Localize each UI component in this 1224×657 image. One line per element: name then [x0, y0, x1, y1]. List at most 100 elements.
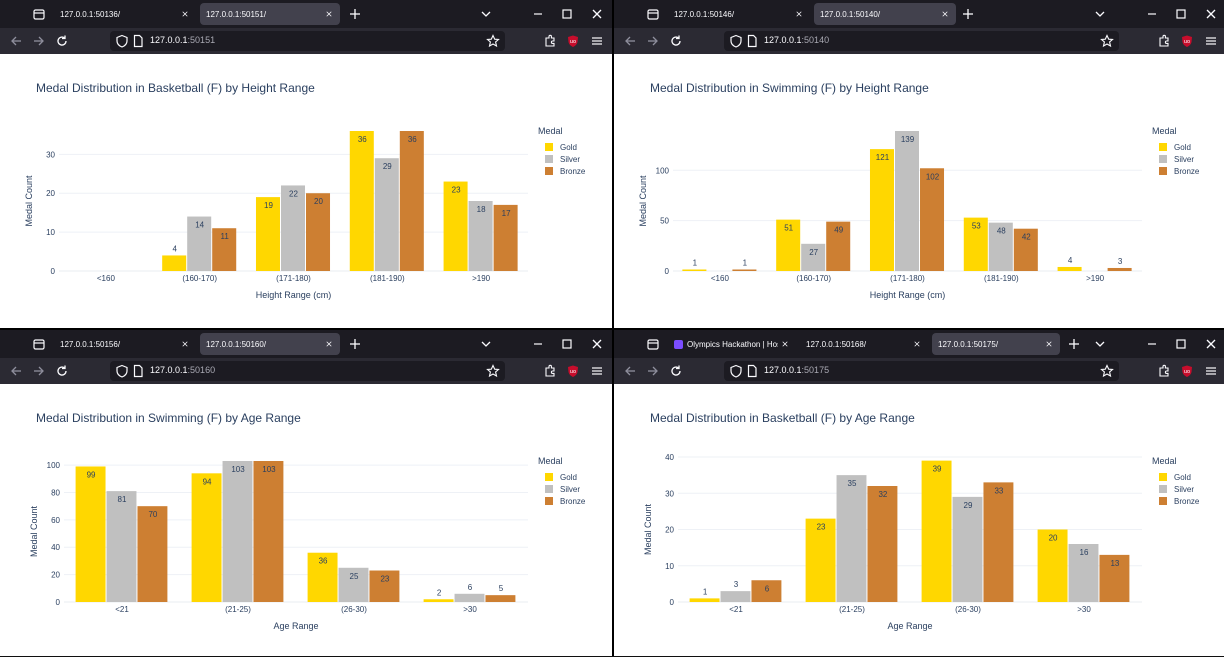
legend-swatch — [545, 155, 553, 163]
ublock-icon[interactable]: uo — [1179, 33, 1195, 49]
minimize-icon[interactable] — [1144, 6, 1160, 22]
reload-icon[interactable] — [668, 33, 684, 49]
extensions-icon[interactable] — [1156, 363, 1172, 379]
nav-bar: 127.0.0.1:50151 uo — [0, 28, 612, 54]
star-icon[interactable] — [485, 33, 501, 49]
url-port: :50175 — [801, 365, 830, 375]
forward-icon[interactable] — [645, 363, 661, 379]
tab-list-icon[interactable] — [645, 6, 661, 22]
y-tick-label: 20 — [51, 571, 60, 580]
tab-2[interactable]: 127.0.0.1:50175/ — [932, 333, 1060, 355]
chevron-down-icon[interactable] — [1092, 6, 1108, 22]
close-icon[interactable] — [322, 337, 336, 351]
shield-icon[interactable] — [114, 363, 130, 379]
tab-list-icon[interactable] — [31, 336, 47, 352]
ublock-icon[interactable]: uo — [1179, 363, 1195, 379]
data-label: 35 — [848, 479, 857, 488]
tab-list-icon[interactable] — [645, 336, 661, 352]
maximize-icon[interactable] — [1173, 6, 1189, 22]
url-bar[interactable]: 127.0.0.1:50140 — [724, 31, 1119, 51]
plus-icon[interactable] — [347, 6, 363, 22]
chevron-down-icon[interactable] — [478, 6, 494, 22]
menu-icon[interactable] — [1203, 363, 1219, 379]
menu-icon[interactable] — [1203, 33, 1219, 49]
tab-0[interactable]: 127.0.0.1:50156/ — [54, 333, 196, 355]
data-label: 11 — [221, 232, 230, 241]
close-icon[interactable] — [589, 6, 605, 22]
forward-icon[interactable] — [645, 33, 661, 49]
url-bar[interactable]: 127.0.0.1:50160 — [110, 361, 505, 381]
close-icon[interactable] — [938, 7, 952, 21]
back-icon[interactable] — [622, 33, 638, 49]
chevron-down-icon[interactable] — [478, 336, 494, 352]
close-icon[interactable] — [589, 336, 605, 352]
tab-1[interactable]: 127.0.0.1:50151/ — [200, 3, 340, 25]
bar-chart: 0 20 40 60 80 100 <21 99 81 70 (21-25) 94 103 103 (26-… — [29, 456, 586, 631]
close-icon[interactable] — [178, 7, 192, 21]
data-label: 29 — [964, 501, 973, 510]
tab-0[interactable]: 127.0.0.1:50146/ — [668, 3, 810, 25]
ublock-icon[interactable]: uo — [565, 33, 581, 49]
maximize-icon[interactable] — [1173, 336, 1189, 352]
url-host: 127.0.0.1 — [764, 365, 802, 375]
ublock-icon[interactable]: uo — [565, 363, 581, 379]
star-icon[interactable] — [1099, 33, 1115, 49]
reload-icon[interactable] — [54, 33, 70, 49]
forward-icon[interactable] — [31, 33, 47, 49]
close-icon[interactable] — [178, 337, 192, 351]
maximize-icon[interactable] — [559, 6, 575, 22]
minimize-icon[interactable] — [530, 336, 546, 352]
close-icon[interactable] — [1203, 336, 1219, 352]
star-icon[interactable] — [1099, 363, 1115, 379]
extensions-icon[interactable] — [1156, 33, 1172, 49]
close-icon[interactable] — [1042, 337, 1056, 351]
close-icon[interactable] — [792, 7, 806, 21]
bar-gold — [423, 599, 454, 602]
extensions-icon[interactable] — [542, 33, 558, 49]
tab-0[interactable]: Olympics Hackathon | Host — [668, 333, 796, 355]
plus-icon[interactable] — [1066, 336, 1082, 352]
menu-icon[interactable] — [589, 363, 605, 379]
back-icon[interactable] — [8, 33, 24, 49]
maximize-icon[interactable] — [559, 336, 575, 352]
tab-1[interactable]: 127.0.0.1:50160/ — [200, 333, 340, 355]
tab-0[interactable]: 127.0.0.1:50136/ — [54, 3, 196, 25]
close-icon[interactable] — [322, 7, 336, 21]
chevron-down-icon[interactable] — [1092, 336, 1108, 352]
url-bar[interactable]: 127.0.0.1:50175 — [724, 361, 1119, 381]
bar-bronze — [920, 168, 945, 271]
back-icon[interactable] — [622, 363, 638, 379]
back-icon[interactable] — [8, 363, 24, 379]
shield-icon[interactable] — [728, 33, 744, 49]
close-icon[interactable] — [1203, 6, 1219, 22]
forward-icon[interactable] — [31, 363, 47, 379]
x-tick-label: (21-25) — [839, 605, 865, 614]
bar-gold — [1037, 529, 1068, 602]
extensions-icon[interactable] — [542, 363, 558, 379]
tab-list-icon[interactable] — [31, 6, 47, 22]
star-icon[interactable] — [485, 363, 501, 379]
reload-icon[interactable] — [54, 363, 70, 379]
menu-icon[interactable] — [589, 33, 605, 49]
bar-bronze — [1013, 228, 1038, 271]
data-label: 36 — [358, 135, 367, 144]
close-icon[interactable] — [910, 337, 924, 351]
tab-1[interactable]: 127.0.0.1:50140/ — [814, 3, 956, 25]
minimize-icon[interactable] — [530, 6, 546, 22]
shield-icon[interactable] — [728, 363, 744, 379]
plus-icon[interactable] — [347, 336, 363, 352]
close-icon[interactable] — [778, 337, 792, 351]
plus-icon[interactable] — [960, 6, 976, 22]
reload-icon[interactable] — [668, 363, 684, 379]
page-content: Medal Distribution in Swimming (F) by Ag… — [0, 384, 612, 656]
minimize-icon[interactable] — [1144, 336, 1160, 352]
tab-1[interactable]: 127.0.0.1:50168/ — [800, 333, 928, 355]
tab-title: 127.0.0.1:50168/ — [806, 339, 867, 349]
data-label: 6 — [765, 584, 770, 593]
shield-icon[interactable] — [114, 33, 130, 49]
browser-window-bottom-right: Olympics Hackathon | Host 127.0.0.1:50168… — [612, 328, 1224, 656]
y-tick-label: 0 — [56, 598, 61, 607]
y-axis-title: Medal Count — [643, 503, 653, 555]
url-bar[interactable]: 127.0.0.1:50151 — [110, 31, 505, 51]
bar-silver — [338, 567, 369, 602]
